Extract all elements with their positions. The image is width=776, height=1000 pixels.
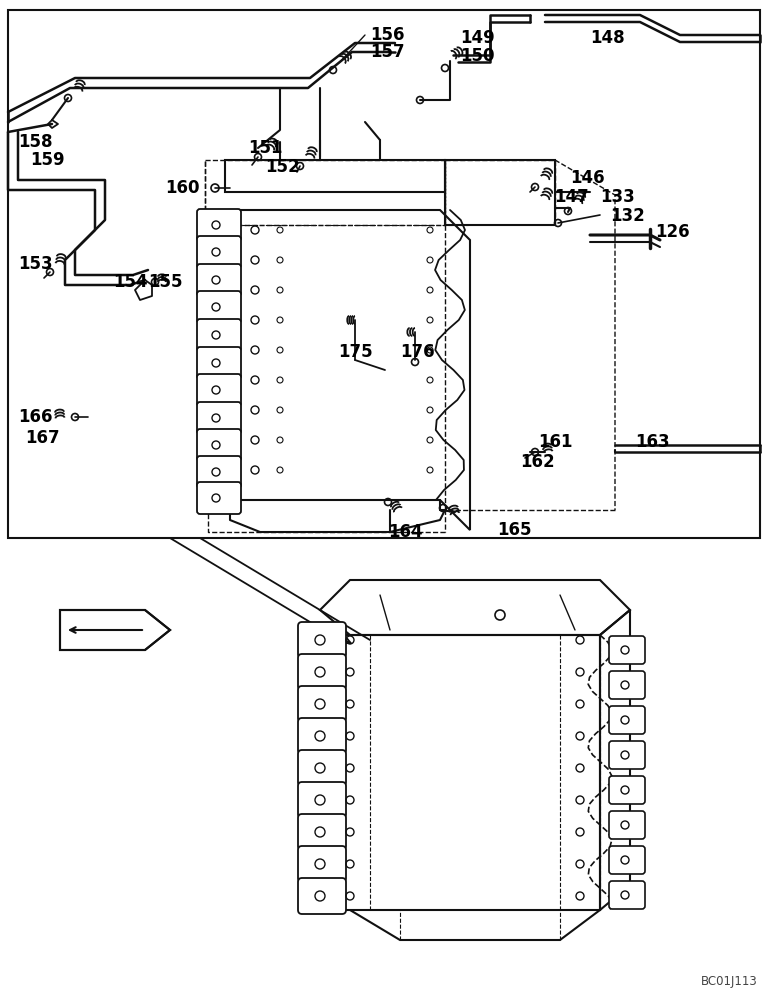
Text: 148: 148	[590, 29, 625, 47]
Text: 146: 146	[570, 169, 605, 187]
Text: 165: 165	[497, 521, 532, 539]
Polygon shape	[60, 610, 170, 650]
FancyBboxPatch shape	[197, 482, 241, 514]
Text: 153: 153	[18, 255, 53, 273]
Text: 149: 149	[460, 29, 495, 47]
FancyBboxPatch shape	[197, 456, 241, 488]
Text: 154: 154	[113, 273, 147, 291]
FancyBboxPatch shape	[298, 654, 346, 690]
FancyBboxPatch shape	[609, 671, 645, 699]
FancyBboxPatch shape	[609, 811, 645, 839]
Bar	[8, 10, 760, 538]
Text: 155: 155	[148, 273, 182, 291]
FancyBboxPatch shape	[197, 264, 241, 296]
Text: 160: 160	[165, 179, 199, 197]
Text: 166: 166	[18, 408, 53, 426]
Text: 147: 147	[554, 188, 589, 206]
FancyBboxPatch shape	[298, 878, 346, 914]
FancyBboxPatch shape	[197, 236, 241, 268]
Text: 161: 161	[538, 433, 573, 451]
FancyBboxPatch shape	[197, 319, 241, 351]
Text: BC01J113: BC01J113	[702, 975, 758, 988]
Text: 163: 163	[635, 433, 670, 451]
FancyBboxPatch shape	[197, 347, 241, 379]
FancyBboxPatch shape	[298, 846, 346, 882]
FancyBboxPatch shape	[298, 622, 346, 658]
FancyBboxPatch shape	[609, 776, 645, 804]
FancyBboxPatch shape	[197, 209, 241, 241]
FancyBboxPatch shape	[609, 741, 645, 769]
Text: 126: 126	[655, 223, 690, 241]
FancyBboxPatch shape	[609, 706, 645, 734]
FancyBboxPatch shape	[298, 718, 346, 754]
Text: 157: 157	[370, 43, 404, 61]
FancyBboxPatch shape	[298, 814, 346, 850]
FancyBboxPatch shape	[609, 881, 645, 909]
FancyBboxPatch shape	[197, 402, 241, 434]
Text: 167: 167	[25, 429, 60, 447]
FancyBboxPatch shape	[298, 750, 346, 786]
FancyBboxPatch shape	[298, 782, 346, 818]
Text: 156: 156	[370, 26, 404, 44]
FancyBboxPatch shape	[197, 291, 241, 323]
FancyBboxPatch shape	[298, 686, 346, 722]
Text: 132: 132	[610, 207, 645, 225]
FancyBboxPatch shape	[197, 429, 241, 461]
Text: 151: 151	[248, 139, 282, 157]
Text: 164: 164	[388, 523, 423, 541]
Text: 175: 175	[338, 343, 372, 361]
Text: 159: 159	[30, 151, 64, 169]
Text: 152: 152	[265, 158, 300, 176]
Text: 158: 158	[18, 133, 53, 151]
Text: 176: 176	[400, 343, 435, 361]
Text: 133: 133	[600, 188, 635, 206]
FancyBboxPatch shape	[609, 846, 645, 874]
FancyBboxPatch shape	[609, 636, 645, 664]
FancyBboxPatch shape	[197, 374, 241, 406]
Text: 150: 150	[460, 47, 494, 65]
Text: 162: 162	[520, 453, 555, 471]
